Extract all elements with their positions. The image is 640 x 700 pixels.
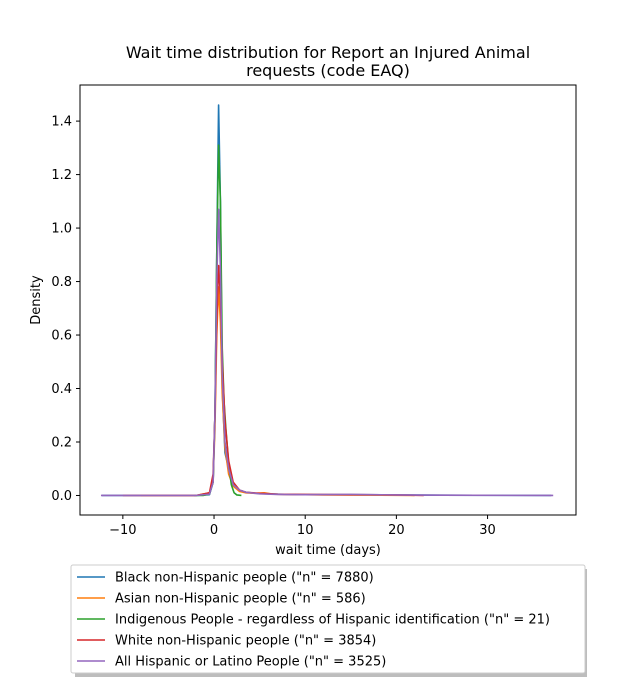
y-axis: 0.0 0.2 0.4 0.6 0.8 1.0 1.2 1.4 [51, 115, 80, 504]
series-line-1 [141, 286, 415, 497]
legend-box [70, 564, 586, 674]
chart-title-line: requests (code EAQ) [246, 61, 410, 80]
y-tick-label: 1.0 [51, 222, 72, 237]
series-line-4 [100, 208, 554, 497]
chart-title-line: Wait time distribution for Report an Inj… [126, 43, 530, 62]
series-lines [100, 104, 554, 497]
y-tick-label: 1.2 [51, 168, 72, 183]
x-tick-label: 30 [479, 523, 496, 538]
legend-entry-label: Indigenous People - regardless of Hispan… [115, 613, 550, 628]
y-tick-label: 0.6 [51, 329, 72, 344]
y-axis-label: Density [29, 275, 44, 325]
chart-title: Wait time distribution for Report an Inj… [126, 43, 530, 80]
x-tick-label: 0 [210, 523, 218, 538]
legend-entry-label: Black non-Hispanic people ("n" = 7880) [115, 571, 374, 586]
x-tick-label: 20 [388, 523, 405, 538]
series-line-3 [122, 264, 424, 497]
legend-entry-label: Asian non-Hispanic people ("n" = 586) [115, 592, 366, 607]
legend-entry-label: All Hispanic or Latino People ("n" = 352… [115, 655, 386, 670]
y-tick-label: 0.2 [51, 435, 72, 450]
legend: Black non-Hispanic people ("n" = 7880) As… [70, 564, 587, 677]
plot-frame [79, 84, 577, 516]
y-tick-label: 0.0 [51, 489, 72, 504]
x-tick-label: 10 [297, 523, 314, 538]
y-tick-label: 0.4 [51, 382, 72, 397]
y-tick-label: 0.8 [51, 275, 72, 290]
x-axis: −10 0 10 20 30 [109, 515, 496, 538]
legend-entry-label: White non-Hispanic people ("n" = 3854) [115, 634, 376, 649]
series-line-0 [101, 104, 552, 497]
y-tick-label: 1.4 [51, 115, 72, 130]
x-tick-label: −10 [109, 523, 136, 538]
x-axis-label: wait time (days) [275, 543, 381, 558]
